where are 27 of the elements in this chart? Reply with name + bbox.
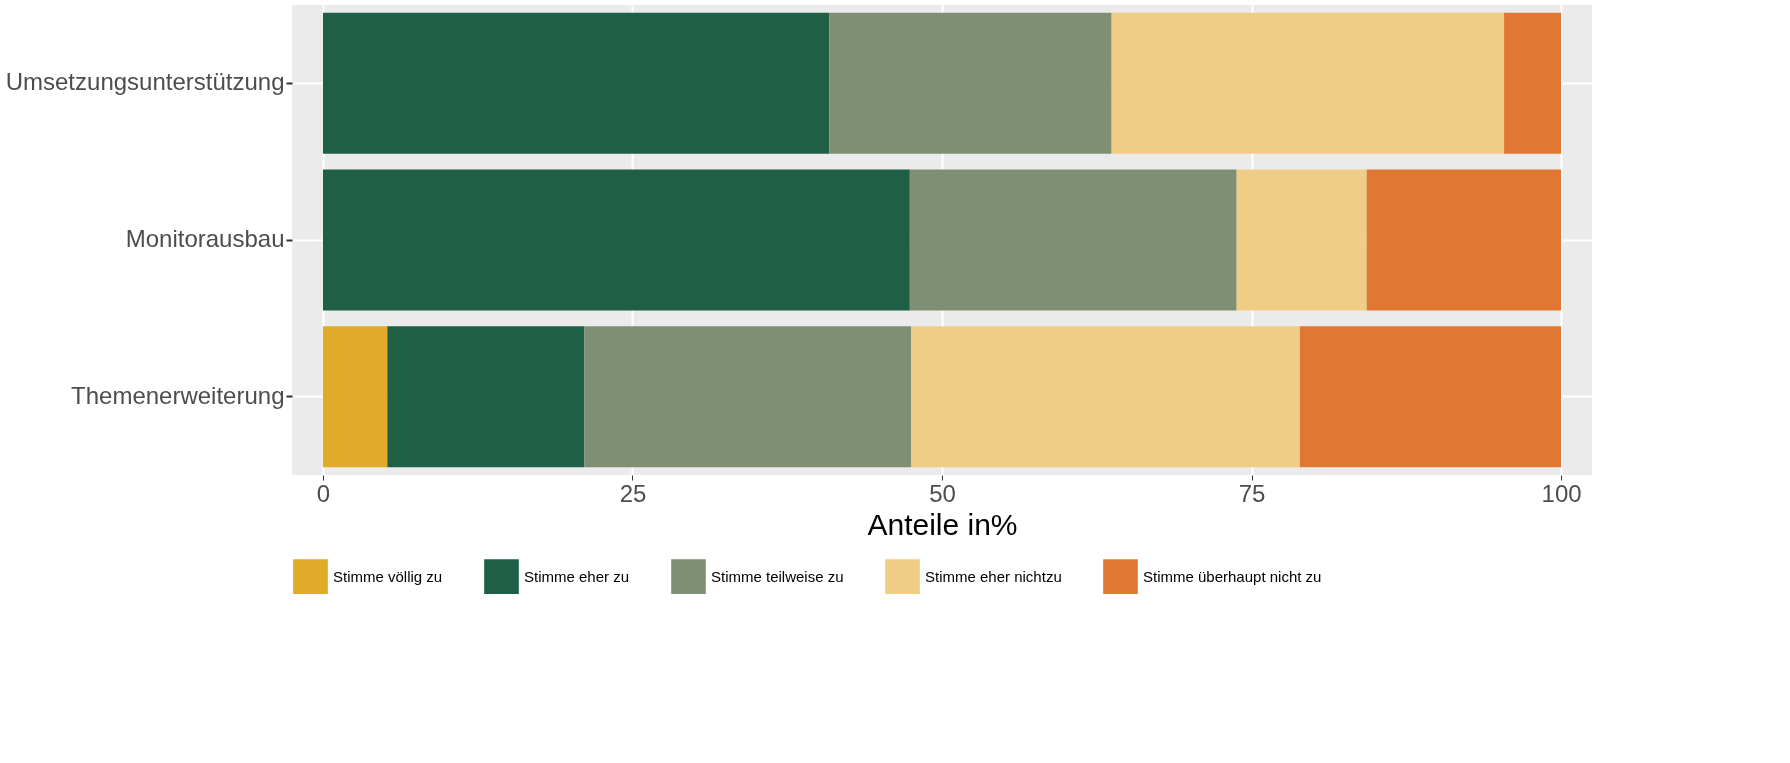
bar xyxy=(584,326,912,468)
bar xyxy=(322,12,830,154)
y-tick-label: Umsetzungsunterstützung xyxy=(5,68,285,96)
legend-label: Stimme überhaupt nicht zu xyxy=(1143,567,1322,585)
bar xyxy=(1299,326,1562,468)
bar xyxy=(829,12,1112,154)
bar xyxy=(1366,169,1562,311)
bar xyxy=(1504,12,1562,154)
legend-label: Stimme teilweise zu xyxy=(711,567,844,585)
legend-label: Stimme völlig zu xyxy=(333,567,443,585)
y-tick-label: Themenerweiterung xyxy=(71,381,285,409)
bar xyxy=(1236,169,1367,311)
x-tick-label: 25 xyxy=(619,479,647,507)
y-tick-label: Monitorausbau xyxy=(125,225,285,252)
bar xyxy=(909,169,1237,311)
x-tick-label: 75 xyxy=(1238,479,1266,507)
bar xyxy=(322,326,388,468)
bar xyxy=(1111,12,1505,154)
x-tick-label: 50 xyxy=(929,479,956,507)
x-axis-title: Anteile in% xyxy=(867,507,1018,541)
bar xyxy=(911,326,1300,468)
legend-label: Stimme eher zu xyxy=(524,567,630,585)
bar xyxy=(387,326,585,468)
x-tick-label: 0 xyxy=(316,479,331,507)
bar xyxy=(322,169,910,311)
legend-label: Stimme eher nichtzu xyxy=(925,567,1062,585)
x-tick-label: 100 xyxy=(1541,479,1582,507)
